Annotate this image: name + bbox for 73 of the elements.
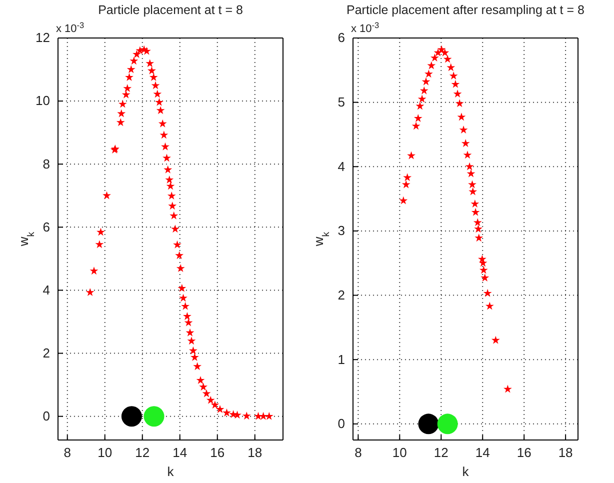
x-tick-label: 10	[98, 445, 112, 460]
y-tick-label: 2	[42, 345, 50, 360]
point	[457, 112, 466, 121]
point	[407, 151, 416, 160]
x-tick-label: 8	[64, 445, 71, 460]
x-tick-label: 14	[475, 445, 490, 460]
x-tick-label: 16	[210, 445, 225, 460]
point	[412, 122, 420, 130]
point	[485, 302, 494, 310]
y-tick-label: 2	[338, 287, 345, 302]
y-tick-label: 3	[338, 223, 345, 238]
point	[480, 273, 490, 282]
point	[430, 54, 439, 62]
point	[483, 288, 492, 297]
point	[491, 336, 500, 344]
point	[446, 63, 456, 72]
point	[474, 224, 482, 233]
y-tick-label: 4	[338, 158, 345, 174]
y-tick-label: 0	[42, 408, 50, 424]
x-tick-label: 10	[392, 445, 407, 460]
y-tick-label: 5	[338, 94, 345, 110]
y-tick-label: 0	[338, 416, 345, 432]
x-tick-label: 12	[135, 445, 150, 460]
x-tick-label: 18	[558, 445, 573, 460]
y-tick-label: 8	[42, 156, 50, 172]
y-tick-label: 10	[36, 93, 50, 108]
x-tick-label: 12	[434, 445, 448, 460]
point	[465, 162, 474, 170]
point	[422, 77, 430, 86]
point	[468, 187, 478, 196]
point	[403, 173, 412, 182]
point	[461, 139, 470, 148]
text: x 10$^{-3}$	[351, 20, 380, 35]
point	[455, 99, 464, 108]
point	[470, 200, 480, 208]
point	[503, 384, 512, 393]
point	[414, 114, 422, 122]
x-tick-label: 16	[516, 445, 532, 460]
point	[420, 86, 428, 94]
point	[437, 414, 458, 434]
point	[459, 126, 468, 134]
point	[463, 150, 472, 159]
point	[471, 208, 480, 216]
y-tick-label: 6	[338, 30, 345, 46]
point	[427, 61, 436, 70]
point	[440, 48, 450, 56]
point	[474, 234, 484, 242]
y-tick-label: 6	[42, 219, 50, 234]
point	[449, 72, 458, 80]
x-tick-label: 14	[172, 445, 188, 460]
point	[473, 218, 482, 226]
y-tick-label: 1	[338, 352, 345, 367]
point	[451, 80, 460, 88]
x-axis-title: k	[462, 464, 470, 479]
point	[402, 180, 410, 188]
point	[399, 196, 408, 204]
point	[443, 54, 452, 63]
chart-title: Particle placement at t = 8	[98, 3, 243, 17]
y-tick-label: 4	[42, 282, 50, 298]
point	[418, 414, 439, 434]
chart-title: Particle placement after resampling at t = 8	[346, 3, 585, 17]
point	[416, 102, 424, 110]
point	[453, 90, 462, 98]
x-tick-label: 18	[248, 445, 262, 460]
point	[424, 70, 433, 78]
text: x 10$^{-3}$	[56, 20, 85, 35]
x-axis-title: k	[167, 464, 174, 479]
point	[468, 180, 476, 188]
point	[479, 266, 488, 274]
point	[466, 169, 476, 178]
x-tick-label: 8	[354, 445, 362, 460]
point	[418, 94, 426, 103]
y-tick-label: 12	[36, 30, 50, 46]
